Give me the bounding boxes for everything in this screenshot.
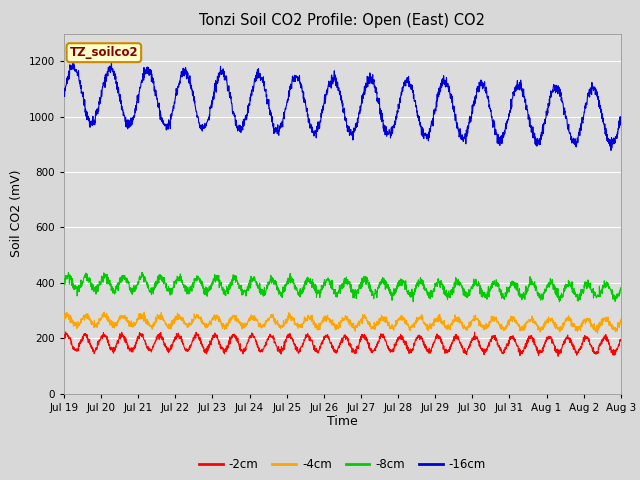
Legend: -2cm, -4cm, -8cm, -16cm: -2cm, -4cm, -8cm, -16cm — [194, 454, 491, 476]
Title: Tonzi Soil CO2 Profile: Open (East) CO2: Tonzi Soil CO2 Profile: Open (East) CO2 — [200, 13, 485, 28]
Text: TZ_soilco2: TZ_soilco2 — [70, 46, 138, 59]
Y-axis label: Soil CO2 (mV): Soil CO2 (mV) — [10, 170, 23, 257]
X-axis label: Time: Time — [327, 415, 358, 429]
